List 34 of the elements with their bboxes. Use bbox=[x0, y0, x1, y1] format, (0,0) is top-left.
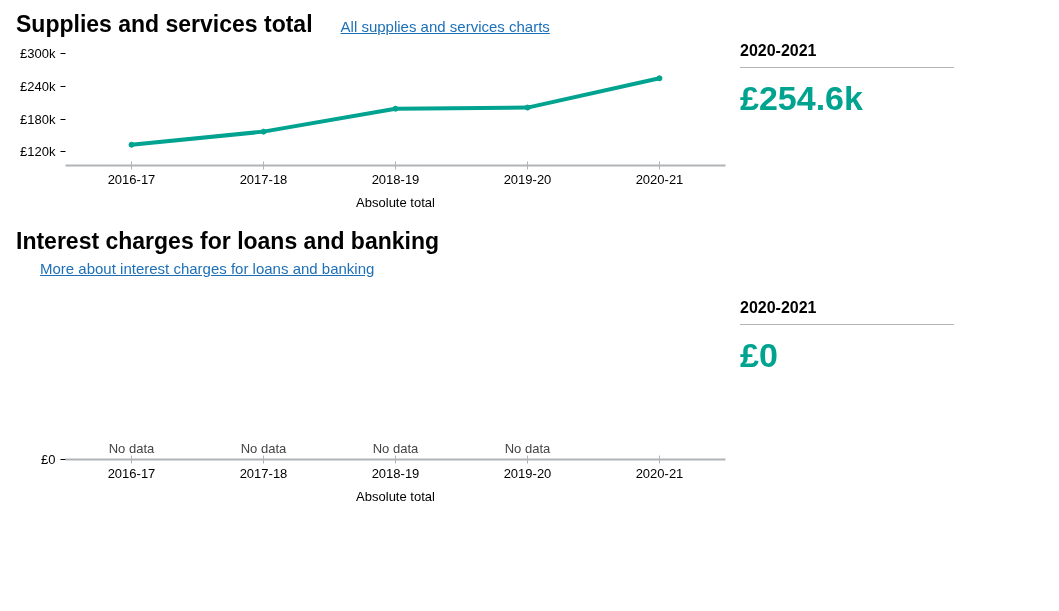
point bbox=[656, 75, 663, 82]
text: More about interest charges for loans and banking bbox=[40, 259, 375, 277]
text: No data bbox=[108, 440, 155, 456]
point bbox=[260, 128, 267, 135]
text: £0 bbox=[41, 452, 56, 468]
y-tick-label: £240k bbox=[20, 78, 56, 94]
x-tick-label: 2020-21 bbox=[635, 171, 684, 187]
category-label: 2018-19 bbox=[371, 465, 420, 481]
x-tick-label: 2019-20 bbox=[503, 171, 552, 187]
category-label: 2016-17 bbox=[107, 465, 156, 481]
y-tick-label: £180k bbox=[20, 111, 56, 127]
text: Interest charges for loans and banking bbox=[16, 226, 440, 256]
y-tick-label: £300k bbox=[20, 45, 56, 61]
category-label: 2017-18 bbox=[239, 465, 288, 481]
x-tick-label: 2018-19 bbox=[371, 171, 420, 187]
text: All supplies and services charts bbox=[340, 18, 550, 35]
text: £0 bbox=[740, 334, 778, 376]
text: No data bbox=[372, 440, 419, 456]
text: 2020-2021 bbox=[740, 297, 817, 318]
x-tick-label: 2016-17 bbox=[107, 171, 156, 187]
text: No data bbox=[504, 440, 551, 456]
point bbox=[128, 141, 135, 148]
point bbox=[392, 105, 399, 112]
category-label: 2020-21 bbox=[635, 465, 684, 481]
chart-title: Supplies and services total bbox=[16, 10, 313, 39]
text: 2020-2021 bbox=[740, 41, 817, 61]
x-tick-label: 2017-18 bbox=[239, 171, 288, 187]
x-axis-title: Absolute total bbox=[356, 194, 435, 210]
y-tick-label: £120k bbox=[20, 144, 56, 160]
category-label: 2019-20 bbox=[503, 465, 552, 481]
text: £254.6k bbox=[740, 77, 863, 119]
point bbox=[524, 104, 531, 111]
text: No data bbox=[240, 440, 287, 456]
text: Absolute total bbox=[356, 488, 435, 504]
